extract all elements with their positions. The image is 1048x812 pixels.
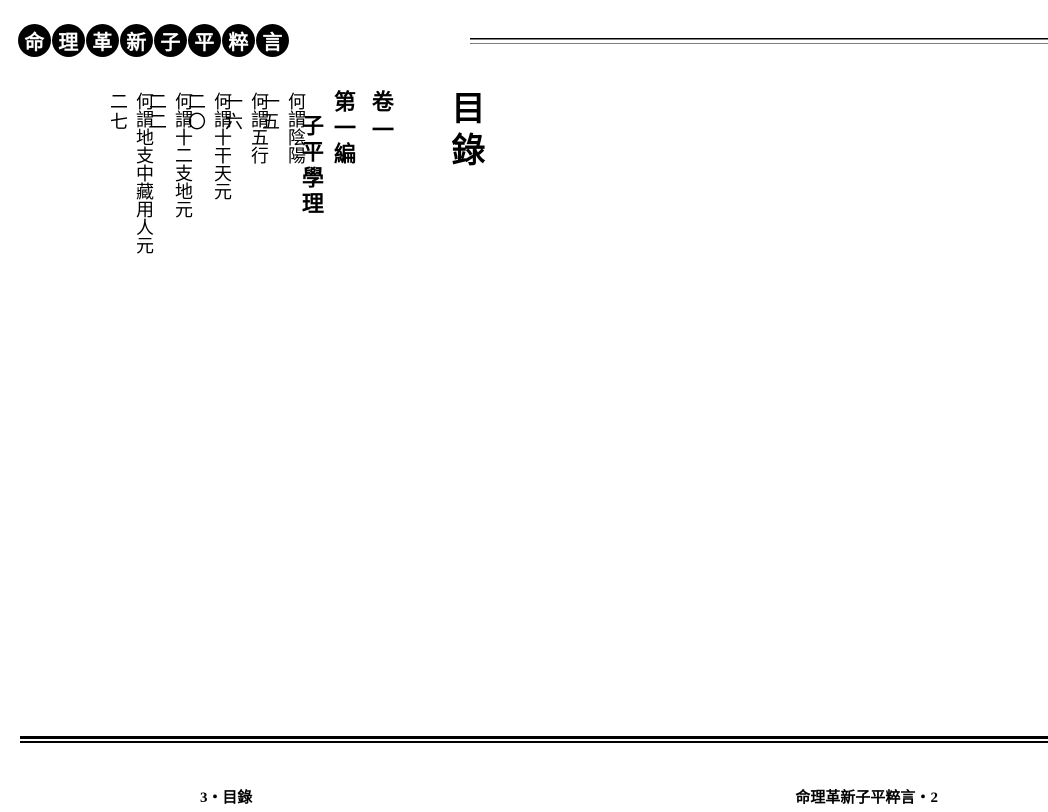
toc-title: 目錄 <box>440 90 489 174</box>
header-circle-char: 革 <box>86 24 119 57</box>
footer-right-pagenum: 命理革新子平粹言・2 <box>795 786 938 807</box>
section-heading: 第一編 <box>327 90 359 218</box>
header-circle-char: 言 <box>256 24 289 57</box>
toc-entry-label: 何謂十二支地元 <box>170 92 196 702</box>
bottom-rule <box>20 736 1048 743</box>
volume-heading: 卷一 <box>365 90 397 146</box>
header-title-circles: 命理革新子平粹言 <box>18 24 289 57</box>
header-circle-char: 粹 <box>222 24 255 57</box>
top-rule <box>470 38 1048 46</box>
toc-entry-page: 二七 <box>105 92 131 702</box>
footer-left-pagenum: 3・目錄 <box>200 786 253 807</box>
toc-entry-label: 何謂五行 <box>246 92 272 702</box>
header-circle-char: 平 <box>188 24 221 57</box>
header-circle-char: 命 <box>18 24 51 57</box>
header-circle-char: 理 <box>52 24 85 57</box>
toc-entry-label: 何謂十干天元 <box>209 92 235 702</box>
toc-entry-label: 何謂地支中藏用人元 <box>131 92 157 702</box>
header-circle-char: 新 <box>120 24 153 57</box>
toc-entry-label: 何謂陰陽 <box>283 92 309 702</box>
header-circle-char: 子 <box>154 24 187 57</box>
toc-entry: 何謂地支中藏用人元二七 <box>105 92 157 702</box>
